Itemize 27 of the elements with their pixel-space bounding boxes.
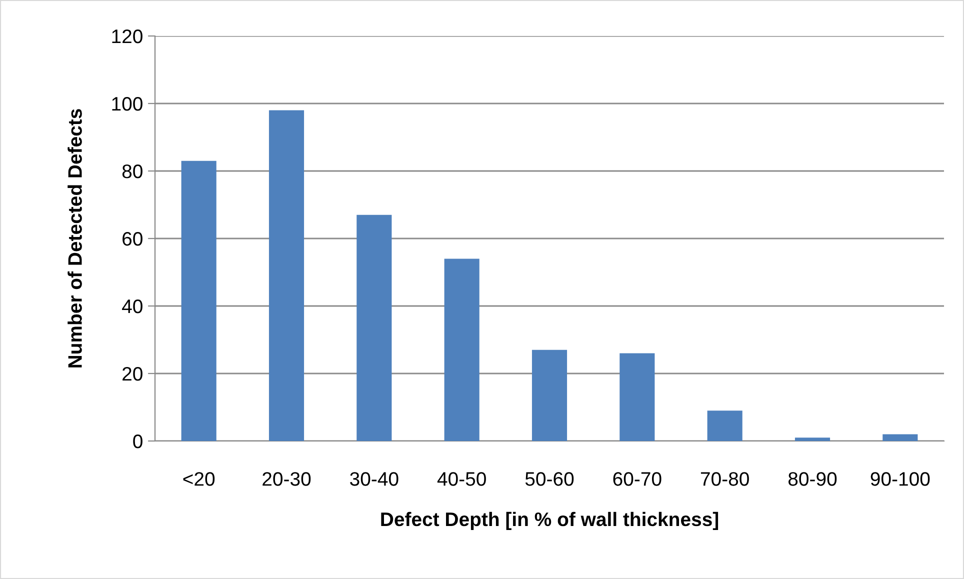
y-tick-label: 80 <box>122 164 142 178</box>
y-tick-label: 60 <box>122 232 142 246</box>
x-tick-label: 40-50 <box>437 472 486 486</box>
y-axis-title: Number of Detected Defects <box>68 109 82 368</box>
y-tick-label: 40 <box>122 299 142 314</box>
x-tick-label: 90-100 <box>870 472 930 486</box>
x-tick-label: 60-70 <box>613 472 662 486</box>
bar <box>356 214 392 441</box>
x-tick-label: 80-90 <box>788 472 837 486</box>
bar <box>444 258 480 441</box>
x-tick-label: 50-60 <box>525 472 574 486</box>
bar <box>794 438 830 441</box>
bar <box>532 350 568 441</box>
x-axis-title: Defect Depth [in % of wall thickness] <box>381 512 718 530</box>
bar <box>268 110 304 441</box>
bar <box>707 410 742 441</box>
bar <box>181 160 216 441</box>
y-tick-label: 20 <box>122 366 142 381</box>
x-tick-label: 30-40 <box>350 472 398 486</box>
x-tick-label: 70-80 <box>700 472 749 486</box>
bar <box>882 434 918 441</box>
x-tick-label: <20 <box>183 472 215 486</box>
y-tick-label: 120 <box>112 29 142 44</box>
x-tick-label: 20-30 <box>262 472 311 486</box>
y-tick-label: 100 <box>112 96 142 111</box>
y-tick-label: 0 <box>133 434 142 448</box>
bar <box>620 353 655 441</box>
